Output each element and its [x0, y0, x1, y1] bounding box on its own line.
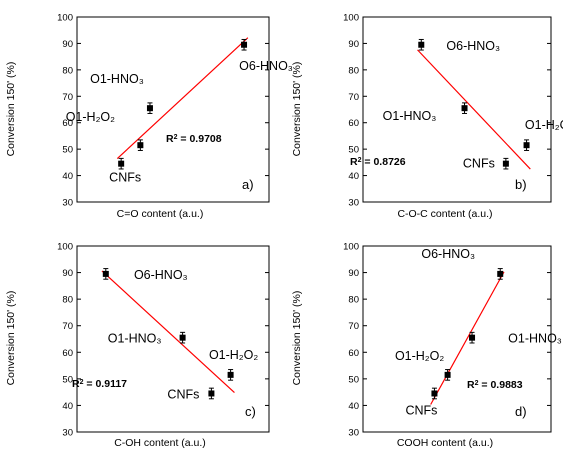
fit-line	[101, 270, 235, 394]
y-tick-label: 80	[348, 295, 359, 306]
point-label: CNFs	[109, 171, 141, 185]
x-axis-label: COOH content (a.u.)	[397, 437, 493, 449]
data-point	[137, 142, 144, 149]
data-point	[469, 334, 476, 341]
y-tick-label: 80	[62, 295, 73, 306]
y-tick-label: 40	[62, 401, 73, 412]
r-squared-label: R2 = 0.8726	[350, 156, 406, 168]
data-point	[461, 105, 468, 112]
y-tick-label: 70	[62, 92, 73, 103]
y-axis-label: Conversion 150' (%)	[5, 62, 17, 157]
plot-frame	[76, 245, 270, 433]
x-axis-label: C-O-C content (a.u.)	[397, 208, 492, 220]
y-tick-label: 80	[62, 65, 73, 76]
y-tick-label: 30	[62, 428, 73, 439]
r-squared-label: R2 = 0.9883	[467, 379, 523, 391]
x-axis-label: C-OH content (a.u.)	[114, 437, 206, 449]
y-tick-label: 90	[348, 39, 359, 50]
data-point	[431, 390, 438, 397]
data-point	[241, 41, 248, 48]
y-tick-label: 90	[348, 268, 359, 279]
y-tick-label: 70	[348, 321, 359, 332]
point-label: O1-H₂O₂	[525, 118, 563, 132]
panel-letter: d)	[515, 404, 527, 419]
fit-line	[116, 37, 249, 159]
y-tick-label: 60	[62, 348, 73, 359]
point-label: O6-HNO₃	[134, 268, 188, 282]
point-label: O1-HNO₃	[508, 332, 562, 346]
y-tick-label: 100	[57, 242, 73, 253]
y-tick-label: 30	[348, 428, 359, 439]
y-tick-label: 30	[348, 198, 359, 209]
point-label: O1-HNO₃	[90, 72, 144, 86]
y-tick-label: 100	[343, 13, 359, 24]
y-axis-label: Conversion 150' (%)	[291, 62, 303, 157]
data-point	[502, 160, 509, 167]
data-point	[102, 270, 109, 277]
y-tick-label: 40	[348, 171, 359, 182]
chart-panel-3: 30 40 50 60 70 80 90 100 Conversion 150' (%) C-OH…	[5, 242, 270, 449]
data-point	[523, 142, 530, 149]
y-tick-label: 30	[62, 198, 73, 209]
chart-panel-1: 30 40 50 60 70 80 90 100 Conversion 150' (%) C=O …	[5, 13, 293, 221]
plot-frame	[76, 16, 270, 203]
y-axis-label: Conversion 150' (%)	[291, 291, 303, 386]
data-point	[208, 390, 215, 397]
fit-line	[430, 271, 505, 405]
data-point	[146, 105, 153, 112]
data-point	[118, 160, 125, 167]
y-tick-label: 50	[348, 374, 359, 385]
y-tick-label: 100	[57, 13, 73, 24]
y-tick-label: 60	[62, 118, 73, 129]
point-label: O1-H₂O₂	[66, 110, 115, 124]
y-tick-label: 60	[348, 348, 359, 359]
chart-panel-2: 30 40 50 60 70 80 90 100 Conversion 150' (%) C-O-…	[291, 13, 563, 221]
point-label: CNFs	[463, 157, 495, 171]
chart-panel-4: 30 40 50 60 70 80 90 100 Conversion 150' (%) COOH…	[291, 242, 562, 450]
data-point	[227, 371, 234, 378]
y-tick-label: 80	[348, 65, 359, 76]
plot-frame	[362, 16, 552, 203]
point-label: O1-H₂O₂	[209, 348, 258, 362]
y-axis-label: Conversion 150' (%)	[5, 291, 17, 386]
point-label: O6-HNO₃	[446, 39, 500, 53]
y-tick-label: 70	[62, 321, 73, 332]
y-tick-label: 40	[348, 401, 359, 412]
panel-letter: b)	[515, 177, 527, 192]
point-label: O6-HNO₃	[239, 59, 293, 73]
y-tick-label: 90	[62, 39, 73, 50]
plot-frame	[362, 245, 552, 433]
y-tick-label: 50	[62, 374, 73, 385]
data-point	[444, 371, 451, 378]
data-point	[497, 270, 504, 277]
y-tick-label: 40	[62, 171, 73, 182]
y-tick-label: 90	[62, 268, 73, 279]
point-label: O6-HNO₃	[421, 247, 475, 261]
r-squared-label: R2 = 0.9708	[166, 133, 222, 145]
y-tick-label: 70	[348, 92, 359, 103]
y-tick-label: 100	[343, 242, 359, 253]
y-tick-label: 50	[62, 145, 73, 156]
point-label: O1-H₂O₂	[395, 349, 444, 363]
fit-line	[417, 49, 531, 170]
panel-letter: a)	[242, 177, 254, 192]
point-label: O1-HNO₃	[108, 332, 162, 346]
panel-letter: c)	[245, 404, 256, 419]
point-label: CNFs	[167, 387, 199, 401]
x-axis-label: C=O content (a.u.)	[117, 208, 204, 220]
point-label: CNFs	[405, 403, 437, 417]
y-tick-label: 50	[348, 145, 359, 156]
data-point	[418, 41, 425, 48]
data-point	[179, 334, 186, 341]
y-tick-label: 60	[348, 118, 359, 129]
r-squared-label: R2 = 0.9117	[72, 378, 127, 390]
point-label: O1-HNO₃	[383, 109, 437, 123]
